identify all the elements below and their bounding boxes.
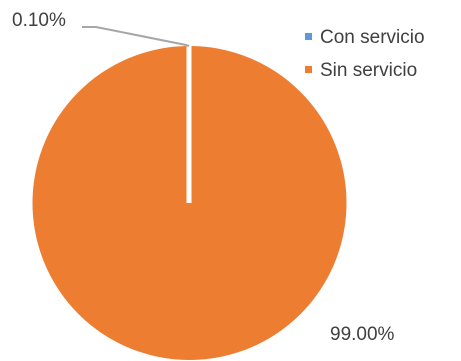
legend-swatch-sin-servicio [305,66,312,73]
data-label-con-servicio: 0.10% [12,10,66,31]
legend-swatch-con-servicio [305,33,312,40]
leader-line-con-servicio [82,26,190,47]
legend-label-sin-servicio: Sin servicio [320,60,417,81]
legend: Con servicio Sin servicio [305,27,425,81]
data-label-sin-servicio: 99.00% [330,324,395,345]
legend-label-con-servicio: Con servicio [320,27,425,48]
